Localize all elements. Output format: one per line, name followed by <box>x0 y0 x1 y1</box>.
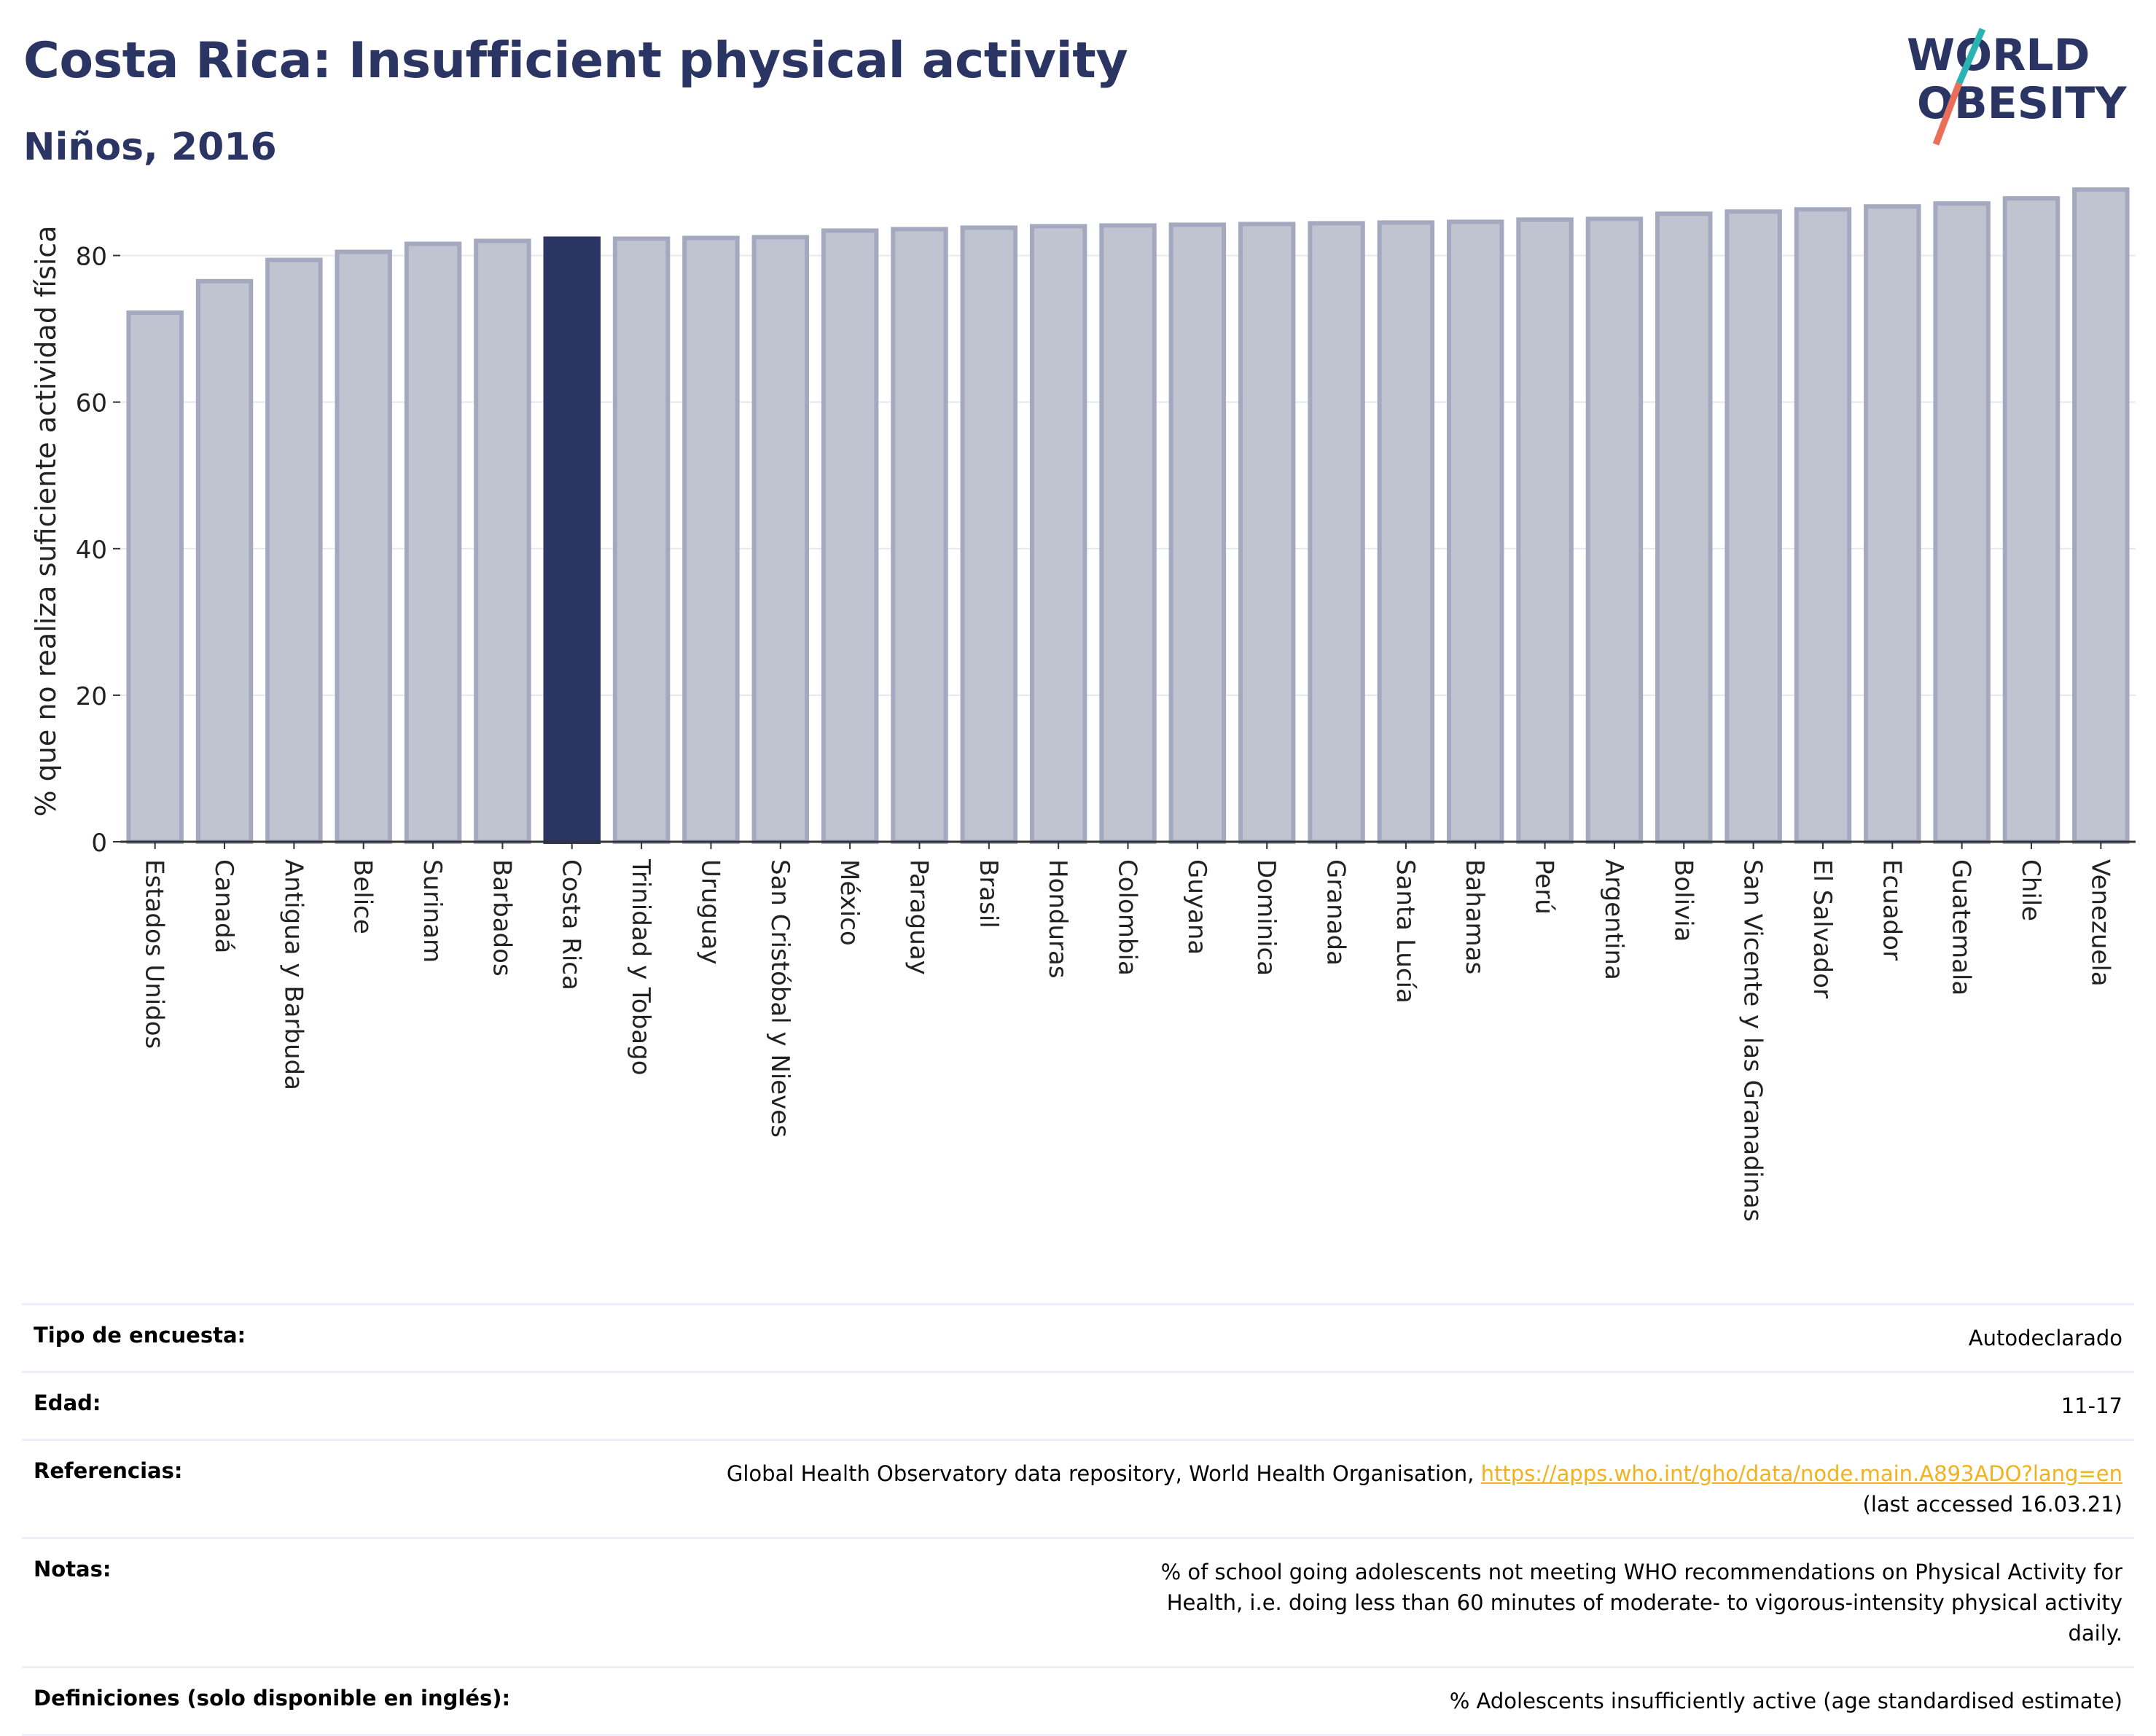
bar <box>1516 217 1574 845</box>
meta-value: % of school going adolescents not meetin… <box>1160 1560 2122 1646</box>
bar <box>1168 222 1227 845</box>
page-title: Costa Rica: Insufficient physical activi… <box>23 32 1128 90</box>
x-tick-label: Brasil <box>974 859 1003 928</box>
x-tick-label: Colombia <box>1113 859 1142 976</box>
x-tick-label: Trinidad y Tobago <box>626 859 655 1076</box>
meta-label: Tipo de encuesta: <box>34 1323 246 1348</box>
x-tick-label: México <box>835 859 864 946</box>
bar <box>265 257 323 844</box>
y-tick-label: 0 <box>91 829 107 858</box>
x-tick-label: Chile <box>2016 859 2045 921</box>
axes <box>113 254 2136 849</box>
bar <box>751 235 810 844</box>
x-tick-label: Uruguay <box>695 859 724 965</box>
x-tick-label: El Salvador <box>1808 859 1837 998</box>
meta-label: Definiciones (solo disponible en inglés)… <box>34 1686 511 1710</box>
bar <box>2072 187 2130 845</box>
bar <box>1377 220 1435 845</box>
meta-value: % Adolescents insufficiently active (age… <box>1449 1689 2122 1713</box>
meta-label: Referencias: <box>34 1458 183 1483</box>
meta-row-notes: Notas: % of school going adolescents not… <box>22 1538 2134 1667</box>
bar <box>1099 223 1157 844</box>
x-tick-label: San Cristóbal y Nieves <box>765 859 794 1138</box>
bar <box>195 278 254 844</box>
bar <box>1029 224 1087 844</box>
x-tick-label: Santa Lucía <box>1391 859 1420 1004</box>
y-tick-label: 40 <box>76 536 107 565</box>
x-tick-label: Costa Rica <box>557 859 586 990</box>
metadata-table: Tipo de encuesta: Autodeclarado Edad: 11… <box>22 1303 2134 1736</box>
world-obesity-logo: WORLD OBESITY <box>1907 28 2128 146</box>
bar <box>474 238 531 844</box>
y-axis-label: % que no realiza suficiente actividad fí… <box>30 226 62 817</box>
bar <box>404 241 462 844</box>
x-tick-label: Canadá <box>209 859 238 953</box>
logo-line1: WORLD <box>1907 30 2090 81</box>
reference-link[interactable]: https://apps.who.int/gho/data/node.main.… <box>1480 1461 2122 1486</box>
y-tick-label: 80 <box>76 243 107 272</box>
meta-row-definitions: Definiciones (solo disponible en inglés)… <box>22 1667 2134 1735</box>
x-tick-label: Granada <box>1321 859 1351 966</box>
bar <box>891 227 948 844</box>
bar <box>1864 204 1921 844</box>
bar <box>126 310 184 844</box>
x-tick-label: Antigua y Barbuda <box>278 859 308 1090</box>
bar <box>612 236 671 844</box>
meta-row-survey-type: Tipo de encuesta: Autodeclarado <box>22 1304 2134 1372</box>
x-tick-label: Argentina <box>1599 859 1628 980</box>
bar <box>1655 211 1713 844</box>
y-tick-label: 60 <box>76 389 107 418</box>
meta-label: Edad: <box>34 1391 101 1415</box>
bar-highlighted <box>543 236 601 844</box>
tick-labels: 0 20 40 60 80 Estados Unidos Canadá Antigua y B… <box>76 243 2115 1222</box>
x-tick-label: San Vicente y las Granadinas <box>1738 859 1768 1221</box>
reference-text: Global Health Observatory data repositor… <box>726 1461 1481 1486</box>
page-subtitle: Niños, 2016 <box>23 125 277 169</box>
x-tick-label: Bahamas <box>1460 859 1489 974</box>
x-tick-label: Guyana <box>1182 859 1211 955</box>
meta-row-age: Edad: 11-17 <box>22 1372 2134 1440</box>
bar <box>1725 209 1782 844</box>
x-tick-label: Dominica <box>1251 859 1281 976</box>
bar <box>1585 216 1644 845</box>
reference-accessed: (last accessed 16.03.21) <box>1862 1492 2122 1517</box>
meta-value: Global Health Observatory data repositor… <box>555 1440 2134 1538</box>
bar <box>1794 207 1852 844</box>
x-tick-label: Barbados <box>487 859 516 977</box>
x-tick-label: Belice <box>348 859 378 934</box>
bar <box>1238 222 1296 845</box>
x-tick-label: Perú <box>1530 859 1559 915</box>
logo-slash-top <box>1956 28 1986 85</box>
bar <box>1446 219 1504 845</box>
bar <box>1933 201 1991 844</box>
meta-value: Autodeclarado <box>1968 1326 2122 1350</box>
bar <box>2002 196 2061 844</box>
bar-chart: 0 20 40 60 80 Estados Unidos Canadá Antigua y B… <box>30 187 2136 1222</box>
bars <box>126 187 2130 845</box>
logo-slash-bottom <box>1932 82 1963 146</box>
meta-label: Notas: <box>34 1557 112 1581</box>
x-tick-label: Venezuela <box>2085 859 2114 987</box>
x-tick-label: Estados Unidos <box>140 859 169 1049</box>
meta-row-references: Referencias: Global Health Observatory d… <box>22 1439 2134 1538</box>
x-tick-label: Surinam <box>418 859 447 963</box>
meta-value: 11-17 <box>2061 1393 2122 1418</box>
bar <box>1308 221 1365 845</box>
x-tick-label: Ecuador <box>1877 859 1906 961</box>
x-tick-label: Guatemala <box>1947 859 1976 996</box>
x-tick-label: Bolivia <box>1668 859 1698 942</box>
bar <box>335 249 392 845</box>
y-tick-label: 20 <box>76 682 107 711</box>
x-tick-label: Honduras <box>1043 859 1072 979</box>
bar <box>960 225 1018 844</box>
bar <box>682 235 740 844</box>
bar <box>821 228 879 844</box>
x-tick-label: Paraguay <box>904 859 933 975</box>
